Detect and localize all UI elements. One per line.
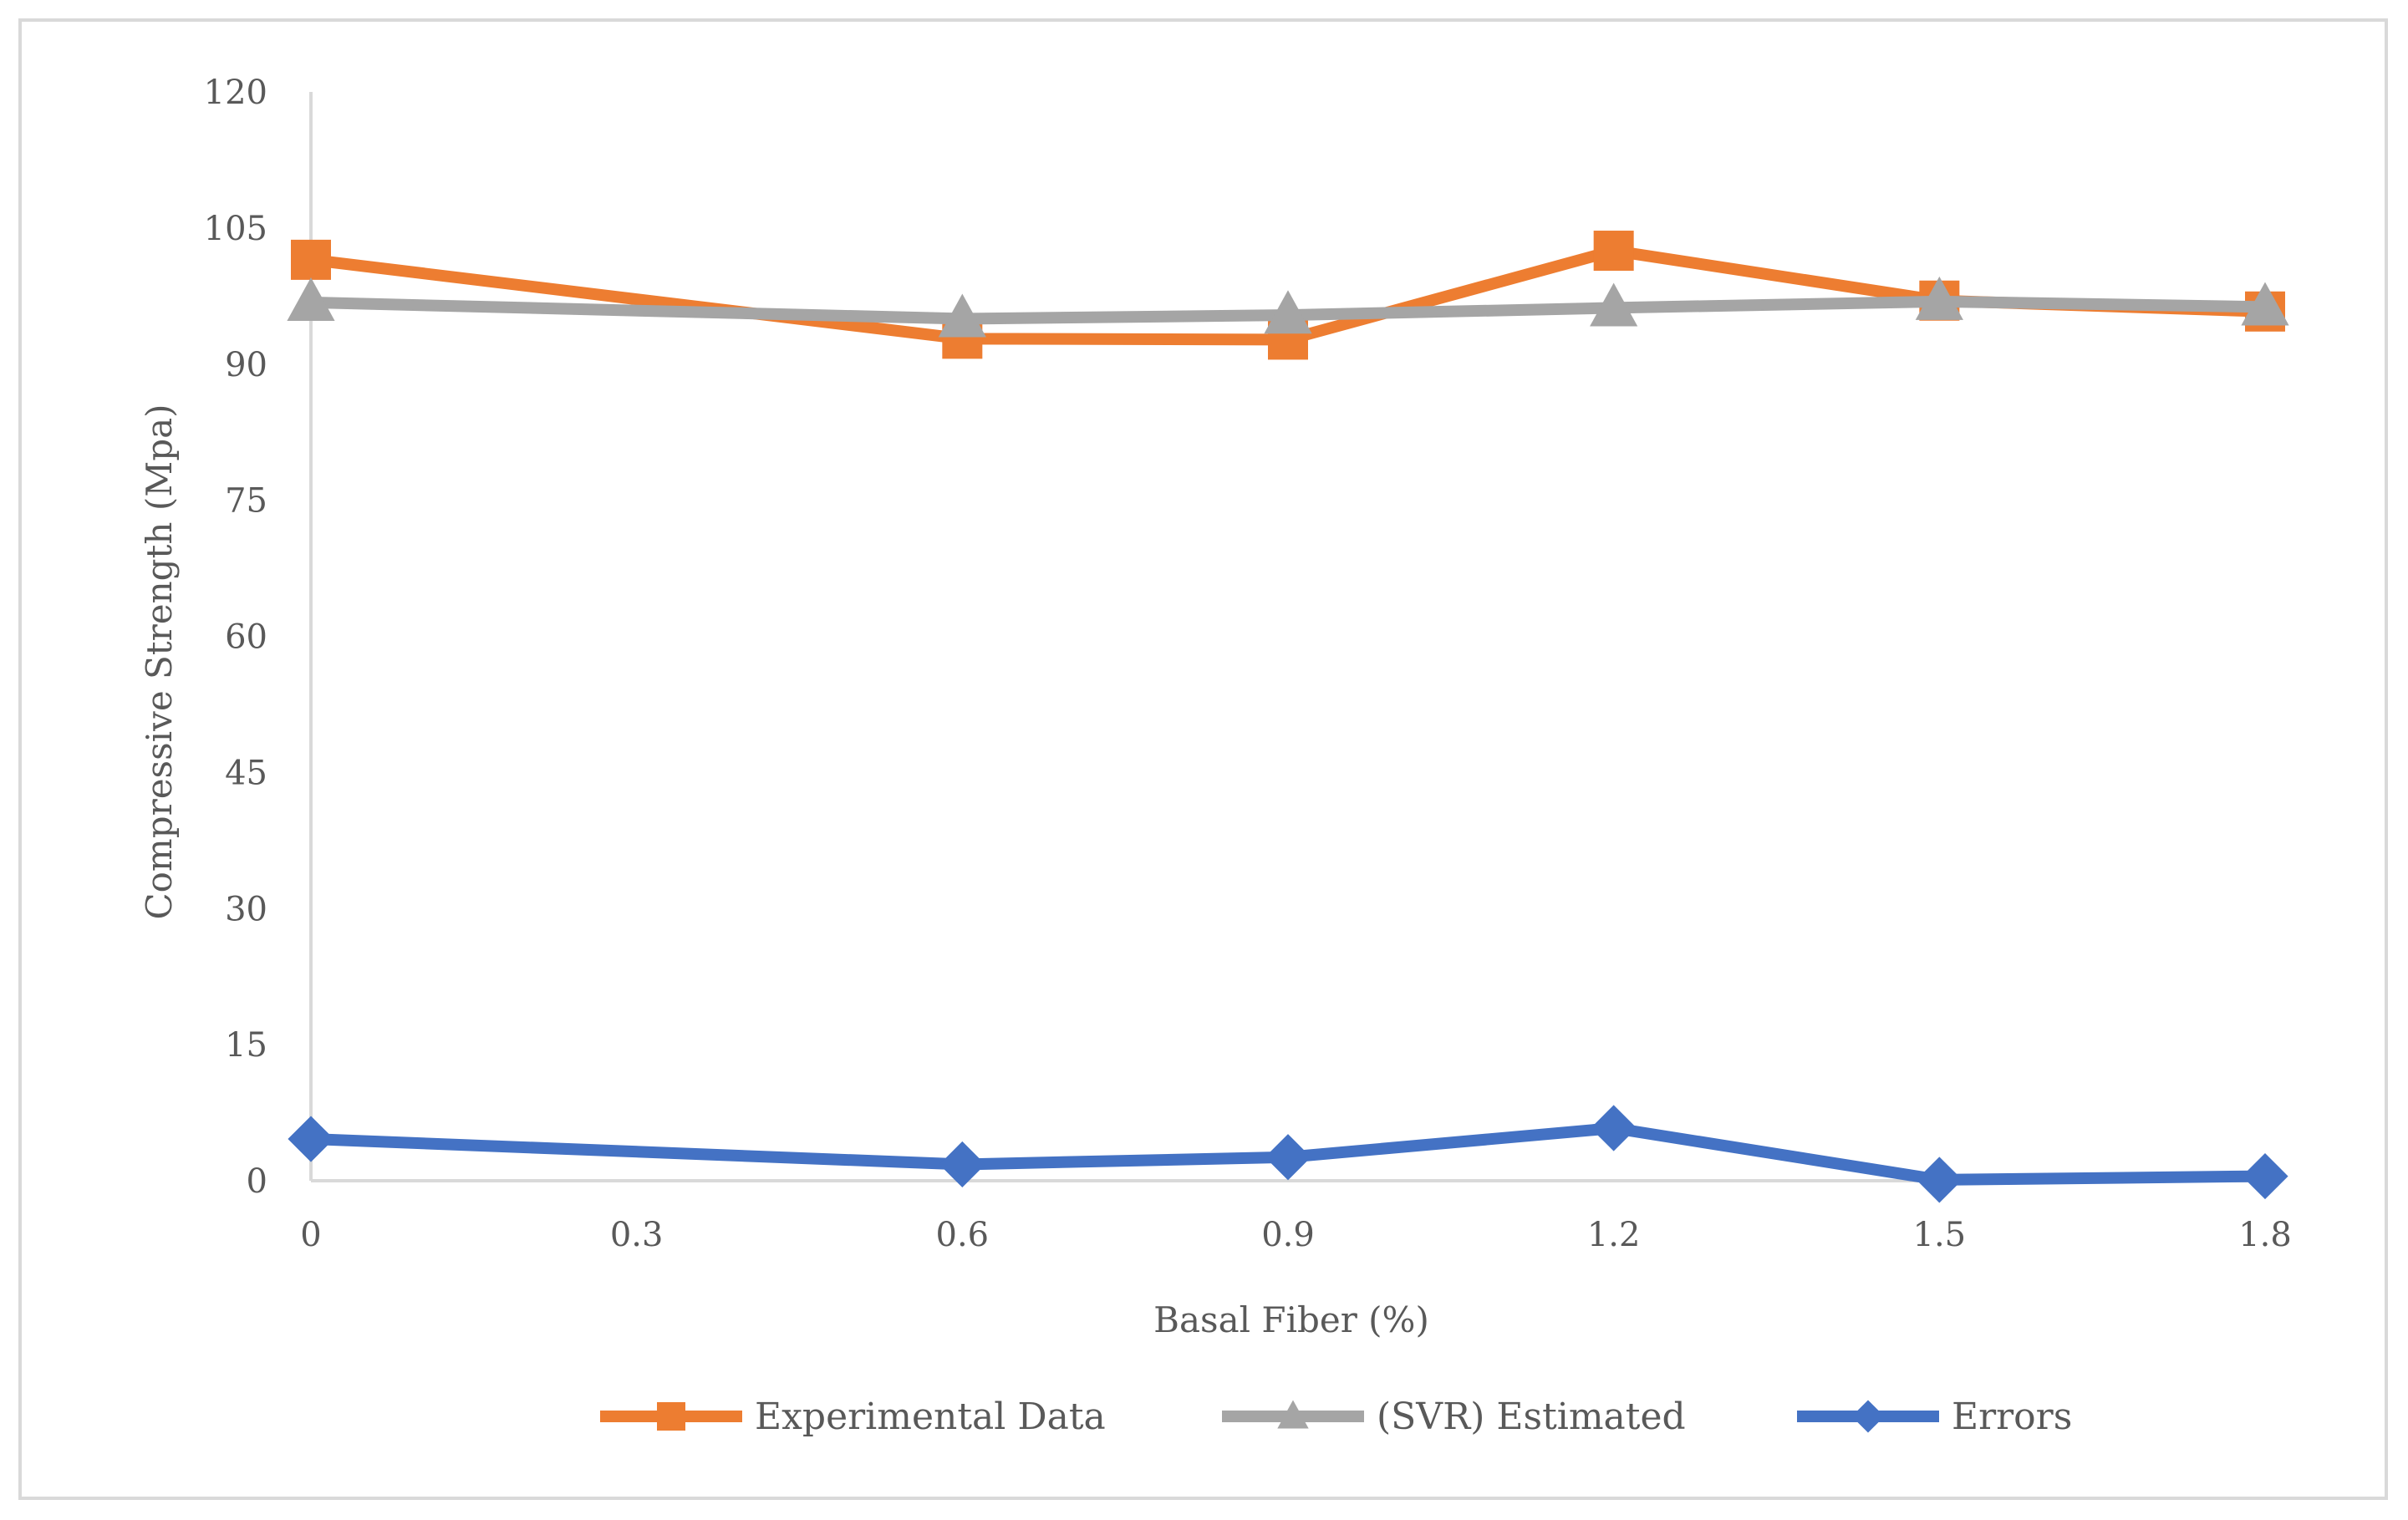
x-tick-label: 0.9 — [1261, 1216, 1315, 1254]
data-point-svr-estimated — [287, 277, 335, 322]
y-tick-label: 105 — [204, 210, 267, 248]
data-point-errors — [1265, 1134, 1311, 1181]
data-point-svr-estimated — [2241, 282, 2289, 326]
legend-item-svr-estimated: (SVR) Estimated — [1222, 1395, 1686, 1438]
x-tick-label: 0.6 — [936, 1216, 990, 1254]
x-tick-label: 1.8 — [2238, 1216, 2292, 1254]
data-point-svr-estimated — [938, 293, 986, 338]
x-tick-label: 0 — [300, 1216, 321, 1254]
y-axis-title: Compressive Strength (Mpa) — [139, 404, 180, 919]
legend-swatch-marker — [657, 1402, 685, 1431]
x-tick-label: 0.3 — [610, 1216, 664, 1254]
legend-swatch-marker — [1277, 1400, 1309, 1429]
data-point-errors — [288, 1116, 334, 1162]
x-tick-label: 1.5 — [1913, 1216, 1967, 1254]
data-point-experimental-data — [1593, 231, 1634, 272]
legend: Experimental Data (SVR) Estimated Errors — [600, 1395, 2072, 1438]
y-tick-label: 120 — [204, 74, 267, 112]
data-point-svr-estimated — [1915, 276, 1963, 320]
x-axis-title: Basal Fiber (%) — [1153, 1299, 1429, 1340]
y-tick-labels: 0 15 30 45 60 75 90 105 120 — [204, 74, 267, 1201]
legend-swatch-marker — [1851, 1400, 1885, 1433]
data-point-errors — [939, 1141, 985, 1188]
y-tick-label: 75 — [225, 482, 267, 521]
series-svr-estimated — [287, 276, 2289, 338]
legend-label: Errors — [1952, 1395, 2072, 1438]
series-line-errors — [305, 1122, 2271, 1186]
legend-item-errors: Errors — [1797, 1395, 2072, 1438]
series-errors — [288, 1105, 2288, 1203]
data-point-svr-estimated — [1264, 290, 1312, 334]
data-point-experimental-data — [291, 239, 331, 280]
y-tick-label: 30 — [225, 890, 267, 928]
y-tick-label: 15 — [225, 1026, 267, 1065]
y-tick-label: 90 — [225, 346, 267, 384]
legend-item-experimental-data: Experimental Data — [600, 1395, 1106, 1438]
legend-label: (SVR) Estimated — [1377, 1395, 1686, 1438]
series-line-svr-estimated — [305, 295, 2271, 325]
chart-frame — [18, 18, 2388, 1500]
axes — [309, 92, 2265, 1182]
data-point-errors — [2242, 1152, 2288, 1200]
data-point-svr-estimated — [1590, 282, 1638, 327]
data-point-errors — [1591, 1105, 1637, 1151]
x-tick-label: 1.2 — [1587, 1216, 1641, 1254]
legend-label: Experimental Data — [755, 1395, 1106, 1438]
y-tick-label: 45 — [225, 754, 267, 792]
data-point-errors — [1916, 1157, 1963, 1203]
y-tick-label: 60 — [225, 618, 267, 657]
x-tick-labels: 0 0.3 0.6 0.9 1.2 1.5 1.8 — [300, 1216, 2292, 1254]
y-tick-label: 0 — [247, 1162, 267, 1201]
series-layer — [287, 231, 2289, 1203]
